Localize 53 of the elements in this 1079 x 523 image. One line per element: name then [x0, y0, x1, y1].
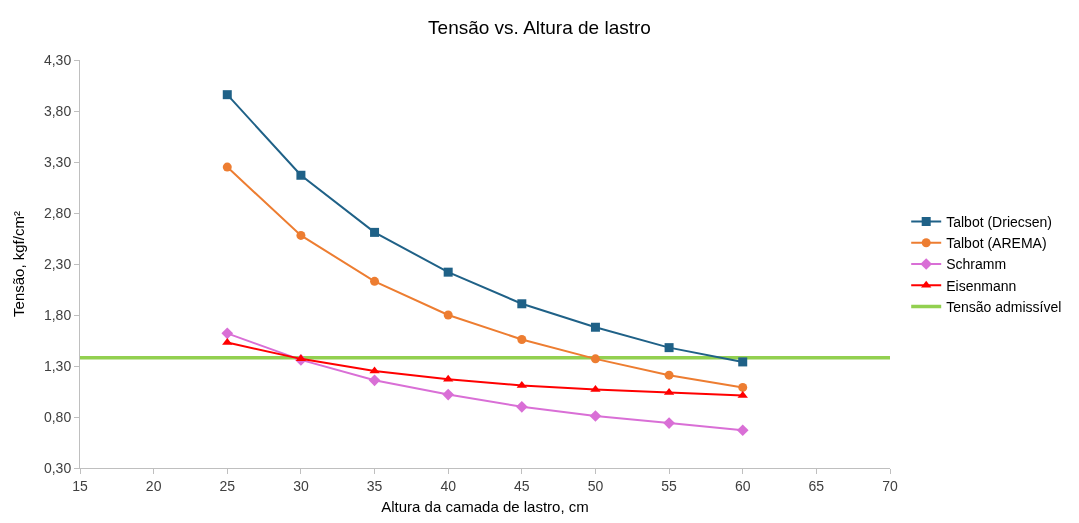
legend-label: Eisenmann — [946, 277, 1017, 294]
legend-label: Talbot (Driecsen) — [946, 214, 1053, 231]
point — [517, 299, 527, 309]
x-axis-title: Altura da camada de lastro, cm — [381, 497, 589, 515]
y-tick-label: 2,80 — [43, 204, 72, 221]
point — [590, 384, 601, 392]
y-tick-label: 2,30 — [43, 255, 72, 272]
point — [589, 410, 602, 422]
y-tick-label: 4,30 — [43, 51, 72, 68]
chart-title: Tensão vs. Altura de lastro — [428, 17, 651, 39]
point — [442, 388, 455, 401]
x-tick-label: 25 — [219, 477, 236, 494]
point — [664, 370, 674, 380]
x-tick-label: 45 — [514, 477, 530, 494]
point — [664, 343, 674, 353]
y-tick-label: 1,30 — [43, 357, 72, 374]
point — [736, 424, 749, 437]
point — [370, 227, 380, 237]
point — [222, 90, 232, 100]
point — [515, 400, 528, 413]
x-tick-label: 20 — [145, 477, 162, 494]
point — [296, 230, 306, 240]
y-tick-label: 3,30 — [43, 153, 72, 170]
point — [222, 162, 232, 172]
point — [370, 276, 380, 286]
point — [443, 267, 453, 277]
y-tick-label: 1,80 — [43, 306, 72, 323]
x-tick-label: 15 — [72, 477, 88, 494]
x-tick-label: 70 — [882, 477, 898, 494]
point — [368, 374, 381, 387]
point — [517, 334, 527, 344]
legend-label: Talbot (AREMA) — [946, 235, 1047, 252]
point — [296, 170, 306, 180]
y-axis-title: Tensão, kgf/cm² — [10, 211, 28, 317]
point — [663, 417, 675, 429]
x-tick-label: 50 — [587, 477, 604, 494]
point — [590, 322, 600, 332]
x-tick-label: 30 — [293, 477, 309, 494]
x-tick-label: 40 — [440, 477, 457, 494]
point — [738, 382, 748, 392]
x-tick-label: 35 — [366, 477, 383, 494]
y-tick-label: 0,80 — [43, 408, 72, 425]
y-tick-label: 3,80 — [43, 102, 72, 119]
x-tick-label: 60 — [734, 477, 751, 494]
point — [443, 310, 453, 320]
legend-label: Tensão admissível — [946, 298, 1062, 315]
x-tick-label: 55 — [661, 477, 678, 494]
legend-label: Schramm — [946, 256, 1007, 273]
point — [738, 357, 748, 367]
x-tick-label: 65 — [808, 477, 825, 494]
y-tick-label: 0,30 — [43, 459, 72, 476]
point — [221, 327, 234, 340]
point — [590, 354, 600, 364]
